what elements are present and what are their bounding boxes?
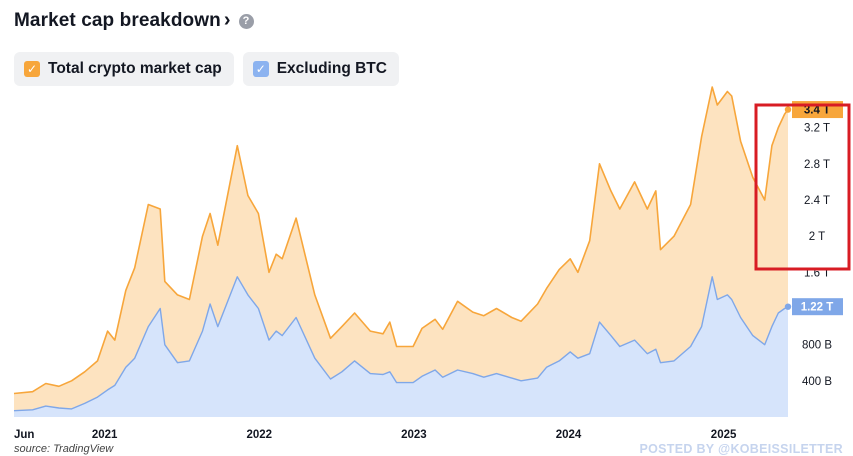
x-tick-label: 2021 — [92, 429, 118, 441]
legend-toggle-total[interactable]: ✓ Total crypto market cap — [14, 52, 234, 86]
legend-label-total: Total crypto market cap — [48, 60, 222, 77]
chart-title[interactable]: Market cap breakdown — [14, 10, 221, 31]
y-tick-label: 3.2 T — [804, 123, 830, 135]
chevron-right-icon[interactable]: › — [223, 8, 231, 31]
series-endpoint-excluding-btc — [784, 303, 792, 310]
source-note: source: TradingView — [14, 443, 114, 455]
watermark: POSTED BY @KOBEISSILETTER — [639, 442, 843, 456]
chart-header: Market cap breakdown › ? — [14, 8, 254, 32]
last-value-badge-total: 3.4 T — [804, 105, 830, 117]
series-line-excluding-btc — [13, 276, 789, 412]
x-tick-label: 2022 — [246, 429, 272, 441]
highlight-box — [754, 103, 851, 271]
series-area-excluding-btc — [14, 276, 788, 417]
help-icon[interactable]: ? — [238, 13, 254, 29]
last-value-badge-excluding-btc-bg — [792, 298, 843, 316]
y-tick-label: 400 B — [802, 376, 832, 388]
y-tick-label: 800 B — [802, 340, 832, 352]
x-tick-label: 2025 — [711, 429, 737, 441]
legend-toggle-excluding-btc[interactable]: ✓ Excluding BTC — [242, 52, 399, 86]
x-tick-label: 2024 — [556, 429, 582, 441]
y-tick-label: 2.8 T — [804, 159, 830, 171]
x-tick-label: 2023 — [401, 429, 427, 441]
last-value-badge-excluding-btc: 1.22 T — [801, 302, 834, 314]
series-endpoint-total — [784, 106, 792, 113]
x-tick-label: Jun — [14, 429, 34, 441]
y-tick-label: 2.4 T — [804, 195, 830, 207]
y-tick-label: 2 T — [809, 231, 825, 243]
legend: ✓ Total crypto market cap ✓ Excluding BT… — [14, 52, 399, 86]
series-line-total — [13, 86, 789, 395]
checkbox-checked-icon[interactable]: ✓ — [24, 61, 40, 77]
legend-label-excluding-btc: Excluding BTC — [276, 60, 387, 77]
checkbox-checked-icon[interactable]: ✓ — [252, 61, 269, 77]
